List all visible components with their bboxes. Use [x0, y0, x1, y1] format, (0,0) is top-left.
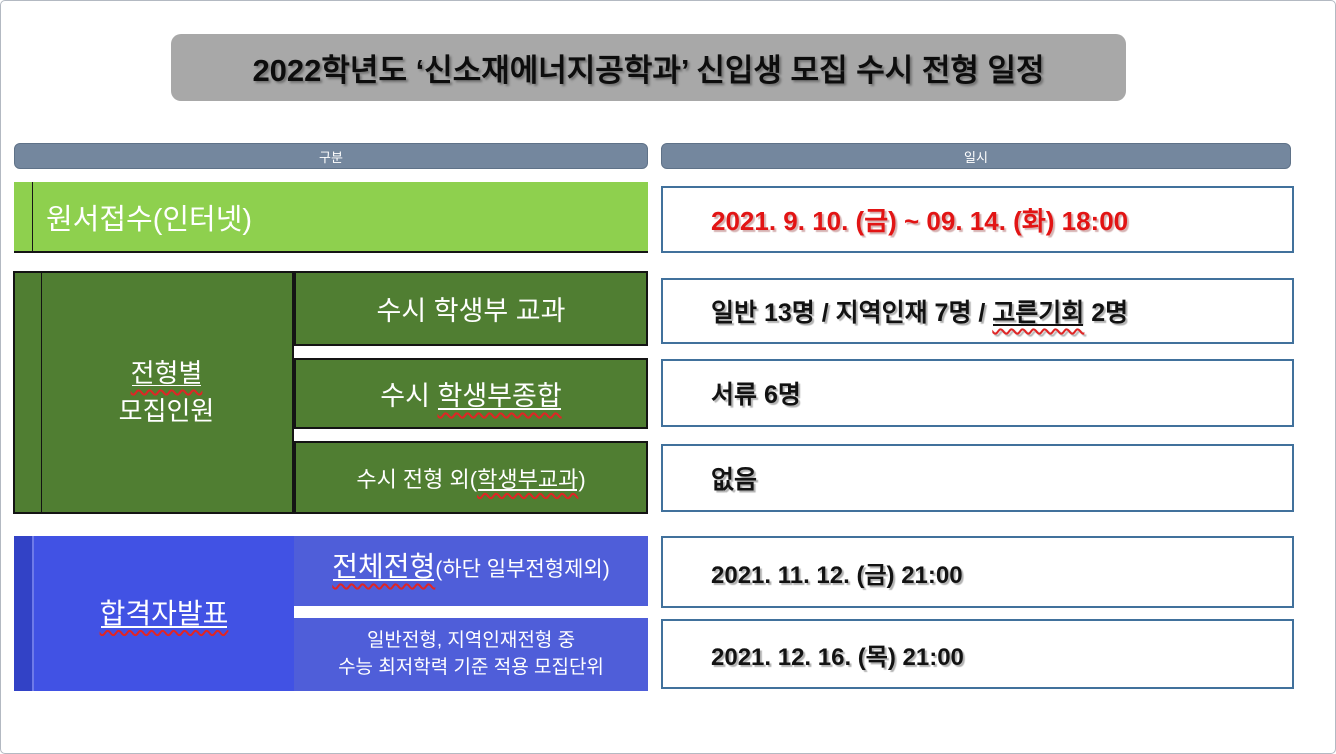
quota-item-label-cell: 수시 전형 외(학생부교과): [294, 441, 648, 514]
announcement-item-value: 2021. 12. 16. (목) 21:00: [711, 643, 964, 671]
section-quota: 전형별 모집인원 수시 학생부 교과 수시 학생부종합 수시 전형 외(학생부교…: [13, 271, 648, 514]
quota-item-value-cell: 서류 6명: [661, 359, 1294, 427]
row-application-label-cell: 원서접수(인터넷): [14, 182, 648, 253]
quota-item-label-cell: 수시 학생부종합: [294, 358, 648, 429]
quota-group-label-line2: 모집인원: [118, 395, 215, 426]
row-application-value: 2021. 9. 10. (금) ~ 09. 14. (화) 18:00: [711, 206, 1129, 236]
cell-divider-line: [41, 273, 42, 512]
quota-item-value: 일반 13명 / 지역인재 7명 / 고른기회 2명: [711, 299, 1129, 327]
announcement-item-label-note: (하단 일부전형제외): [435, 558, 610, 581]
quota-item-label: 수시 전형 외(학생부교과): [356, 466, 586, 492]
cell-divider-line: [32, 182, 33, 251]
quota-group-label: 전형별 모집인원: [119, 355, 215, 430]
column-header-datetime-label: 일시: [964, 149, 988, 165]
announcement-item-value: 2021. 11. 12. (금) 21:00: [711, 561, 963, 589]
column-header-category: 구분: [14, 143, 648, 169]
announcement-item-value-cell: 2021. 12. 16. (목) 21:00: [661, 619, 1294, 689]
announcement-item-label-line1: 일반전형, 지역인재전형 중: [366, 629, 576, 651]
quota-item-label-cell: 수시 학생부 교과: [294, 271, 648, 346]
quota-item-value: 서류 6명: [711, 381, 801, 409]
announcement-item-value-cell: 2021. 11. 12. (금) 21:00: [661, 536, 1294, 608]
section-announcement: 합격자발표 전체전형 (하단 일부전형제외) 일반전형, 지역인재전형 중 수능 …: [14, 536, 648, 691]
title-banner: 2022학년도 ‘신소재에너지공학과’ 신입생 모집 수시 전형 일정: [171, 34, 1126, 101]
column-header-datetime: 일시: [661, 143, 1291, 169]
quota-item-label: 수시 학생부종합: [380, 381, 562, 411]
column-header-category-label: 구분: [319, 149, 343, 165]
quota-item-value-cell: 없음: [661, 444, 1294, 512]
quota-item-label: 수시 학생부 교과: [376, 296, 566, 326]
announcement-item-label-line2: 수능 최저학력 기준 적용 모집단위: [338, 656, 604, 678]
announcement-item-label-cell: 일반전형, 지역인재전형 중 수능 최저학력 기준 적용 모집단위: [294, 618, 648, 691]
announcement-item-label-cell: 전체전형 (하단 일부전형제외): [294, 536, 648, 606]
quota-item-value-cell: 일반 13명 / 지역인재 7명 / 고른기회 2명: [661, 278, 1294, 344]
announcement-group-cell: 합격자발표: [14, 536, 294, 691]
quota-group-cell: 전형별 모집인원: [13, 271, 294, 514]
quota-item-value: 없음: [711, 466, 758, 494]
quota-group-label-line1: 전형별: [130, 357, 203, 388]
announcement-group-label: 합격자발표: [99, 597, 229, 629]
row-application-value-cell: 2021. 9. 10. (금) ~ 09. 14. (화) 18:00: [661, 186, 1294, 253]
cell-accent-stripe: [14, 536, 34, 691]
row-application-label: 원서접수(인터넷): [46, 203, 253, 236]
page-title: 2022학년도 ‘신소재에너지공학과’ 신입생 모집 수시 전형 일정: [252, 53, 1045, 88]
announcement-item-label-main: 전체전형: [332, 551, 436, 582]
